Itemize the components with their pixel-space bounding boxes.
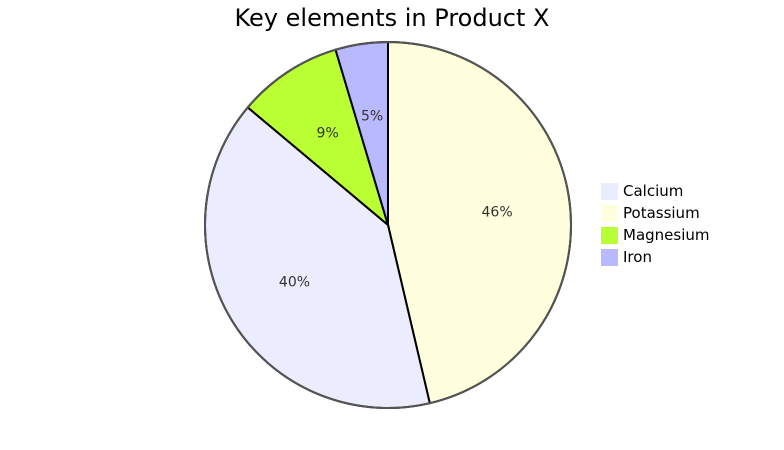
legend: Calcium Potassium Magnesium Iron — [601, 180, 710, 268]
legend-label-calcium: Calcium — [623, 182, 684, 200]
legend-label-magnesium: Magnesium — [623, 226, 710, 244]
legend-swatch-magnesium — [601, 226, 618, 244]
legend-label-potassium: Potassium — [623, 204, 700, 222]
legend-item-iron: Iron — [601, 246, 710, 268]
legend-swatch-iron — [601, 248, 618, 266]
slice-label-calcium: 40% — [279, 275, 310, 291]
legend-label-iron: Iron — [623, 248, 652, 266]
pie-slice-labels: 46% 40% 9% 5% — [279, 108, 513, 290]
slice-label-iron: 5% — [361, 108, 383, 124]
slice-label-potassium: 46% — [482, 204, 513, 220]
legend-swatch-potassium — [601, 204, 618, 222]
pie-slices — [204, 40, 572, 409]
chart-title: Key elements in Product X — [234, 4, 550, 32]
legend-item-calcium: Calcium — [601, 180, 710, 202]
slice-label-magnesium: 9% — [317, 125, 339, 141]
pie-outline — [204, 41, 572, 409]
legend-item-magnesium: Magnesium — [601, 224, 710, 246]
legend-item-potassium: Potassium — [601, 202, 710, 224]
legend-swatch-calcium — [601, 182, 618, 200]
